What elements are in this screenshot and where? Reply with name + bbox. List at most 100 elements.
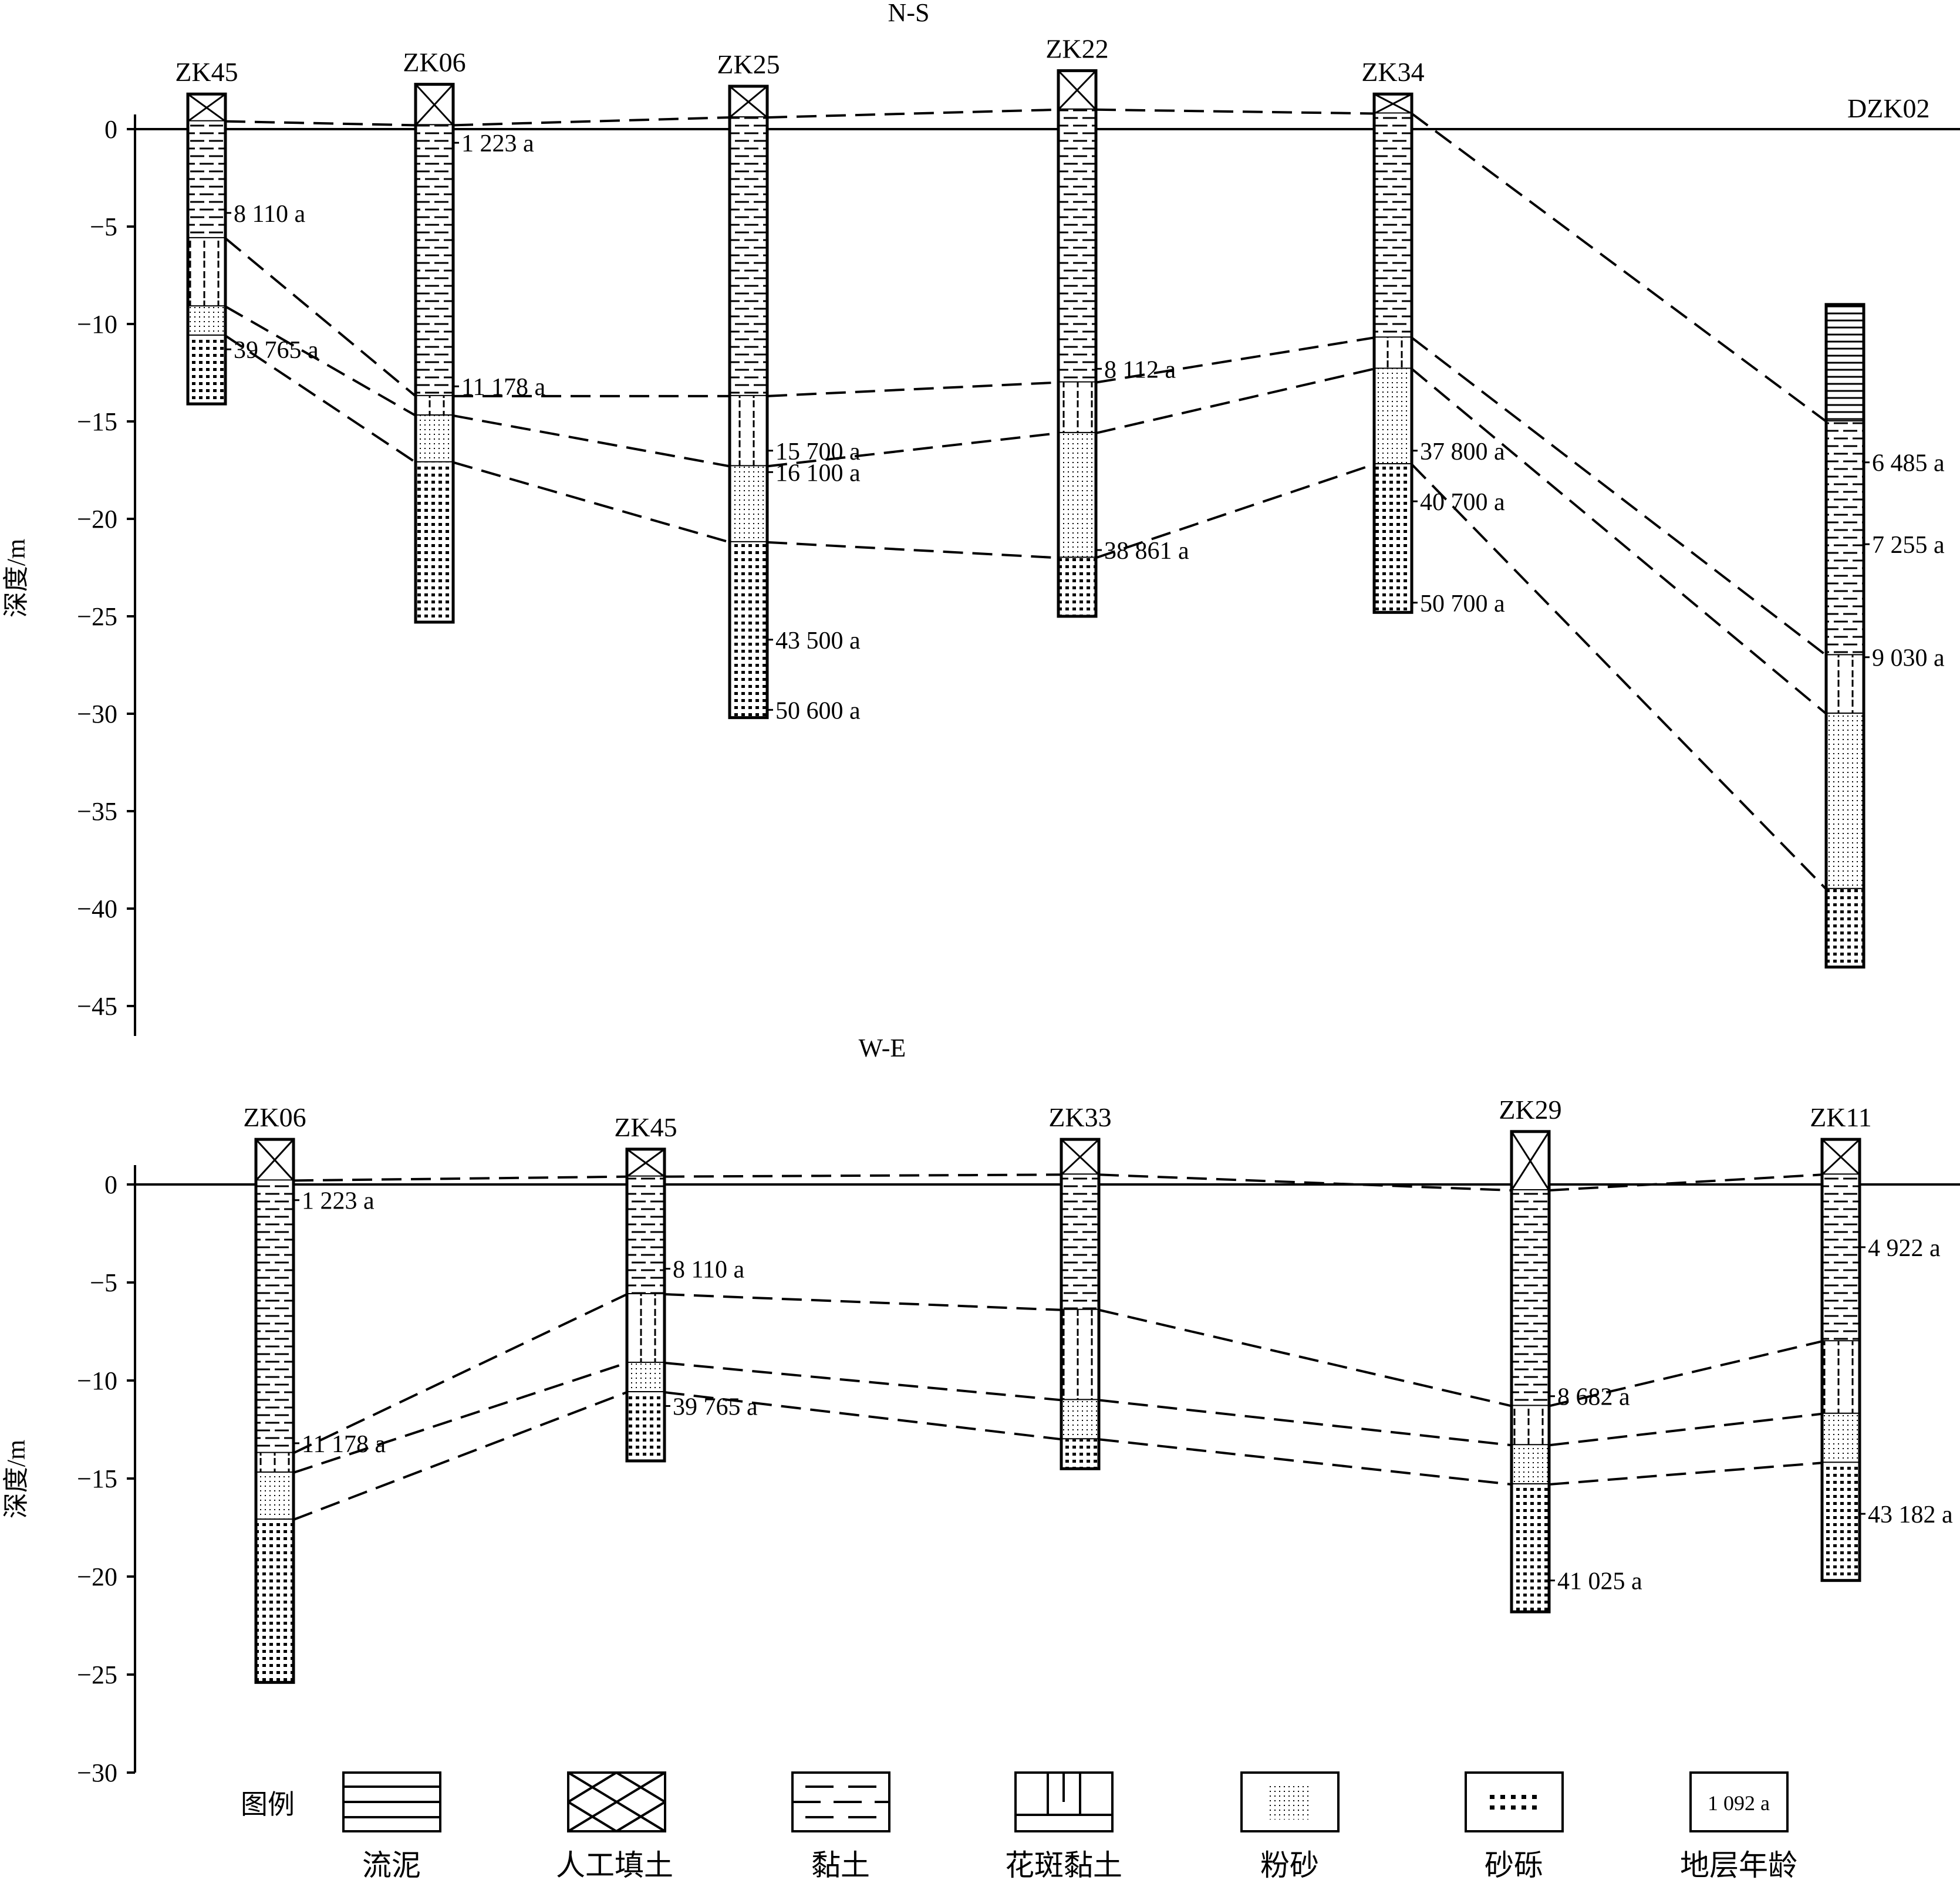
borehole-name-label: ZK06 xyxy=(243,1102,306,1132)
y-tick-label: −10 xyxy=(77,1366,117,1395)
layer-silt xyxy=(1826,714,1864,889)
correlation-line xyxy=(1098,1399,1512,1447)
age-label: 16 100 a xyxy=(775,460,861,487)
age-label: 50 700 a xyxy=(1420,590,1505,617)
ns-y-axis-label: 深度/m xyxy=(2,539,31,617)
borehole-zk22: ZK22 8 112 a 38 861 a xyxy=(1045,33,1189,618)
borehole-outline xyxy=(414,83,455,624)
y-tick-label: −15 xyxy=(77,407,117,436)
legend-label-silt: 粉砂 xyxy=(1260,1849,1319,1880)
correlation-line xyxy=(1095,108,1375,115)
legend-item-clay: 黏土 xyxy=(791,1771,890,1880)
correlation-line xyxy=(1549,1412,1823,1447)
borehole-name-label: ZK45 xyxy=(175,57,238,87)
layer-gravel xyxy=(1822,1463,1860,1581)
legend-label-fill: 人工填土 xyxy=(556,1849,673,1880)
layer-mottled xyxy=(1058,382,1096,433)
borehole-name-label: ZK11 xyxy=(1810,1102,1872,1132)
age-label: 1 223 a xyxy=(302,1188,375,1215)
age-label: 39 765 a xyxy=(234,337,319,364)
fill-hatch xyxy=(414,83,454,126)
layer-silt xyxy=(1374,369,1412,465)
layer-mottled xyxy=(730,396,767,467)
layer-mottled xyxy=(627,1294,664,1363)
fill-hatch xyxy=(1374,93,1412,114)
borehole-outline xyxy=(728,85,769,720)
layer-silt xyxy=(416,416,453,463)
borehole-name-label: ZK34 xyxy=(1361,57,1424,87)
layer-silt xyxy=(256,1472,294,1520)
y-tick-label: −40 xyxy=(77,895,117,923)
layer-gravel xyxy=(416,462,453,622)
borehole-name-label: ZK25 xyxy=(717,49,780,79)
correlation-line xyxy=(1098,1308,1512,1408)
borehole-zk29: ZK29 8 682 a 41 025 a xyxy=(1499,1095,1642,1614)
layer-mottled xyxy=(188,238,225,307)
legend-label-gravel: 砂砾 xyxy=(1485,1849,1543,1880)
correlation-line xyxy=(664,1173,1062,1178)
age-label: 15 700 a xyxy=(775,438,861,465)
correlation-line xyxy=(453,461,730,544)
layer-clay xyxy=(627,1176,664,1295)
borehole-name-label: ZK33 xyxy=(1048,1102,1111,1132)
age-label: 1 223 a xyxy=(461,130,534,157)
layer-gravel xyxy=(256,1520,294,1683)
layer-gravel xyxy=(730,542,767,718)
correlation-line xyxy=(1549,1462,1823,1486)
fill-hatch xyxy=(255,1139,295,1182)
age-label: 4 922 a xyxy=(1868,1235,1941,1262)
layer-clay xyxy=(1058,109,1096,383)
borehole-outline xyxy=(254,1138,295,1684)
we-y-axis-label: 深度/m xyxy=(2,1440,31,1518)
borehole-zk45: ZK45 8 110 a 39 765 a xyxy=(614,1112,758,1463)
layer-silt xyxy=(1061,1400,1099,1440)
correlation-line xyxy=(767,431,1059,468)
correlation-line xyxy=(1095,367,1375,434)
layer-clay xyxy=(416,125,453,396)
age-label: 37 800 a xyxy=(1420,438,1505,465)
correlation-line xyxy=(225,305,416,417)
age-label: 40 700 a xyxy=(1420,489,1505,516)
y-tick-label: −5 xyxy=(90,212,117,241)
y-tick-label: −5 xyxy=(90,1268,117,1297)
y-tick-label: 0 xyxy=(104,115,117,144)
correlation-line xyxy=(664,1391,1062,1441)
borehole-zk45: ZK45 8 110 a 39 765 a xyxy=(175,57,319,406)
layer-gravel xyxy=(1512,1484,1549,1612)
y-tick-label: −25 xyxy=(77,602,117,631)
layer-clay xyxy=(1822,1174,1860,1342)
borehole-zk06: ZK06 1 223 a 11 178 a xyxy=(403,48,545,624)
age-label: 8 110 a xyxy=(234,201,305,228)
age-label: 41 025 a xyxy=(1557,1568,1642,1595)
borehole-outline xyxy=(1510,1130,1551,1614)
fill-hatch xyxy=(1510,1131,1550,1191)
layer-gravel xyxy=(1058,558,1096,616)
layer-clay xyxy=(1374,113,1412,338)
legend-swatch-age xyxy=(1689,1771,1789,1832)
borehole-name-label: ZK22 xyxy=(1045,33,1108,63)
correlation-line xyxy=(1411,463,1827,890)
legend-item-fill: 人工填土 xyxy=(556,1771,673,1880)
correlation-line xyxy=(1095,336,1375,384)
layer-clay xyxy=(1061,1174,1099,1310)
layer-gravel xyxy=(1061,1439,1099,1469)
borehole-name-label: ZK45 xyxy=(614,1112,677,1142)
layer-gravel xyxy=(188,335,225,404)
correlation-line xyxy=(1095,463,1375,559)
borehole-name-label: ZK06 xyxy=(403,48,465,77)
layer-mottled xyxy=(1826,655,1864,714)
legend-item-gravel: 砂砾 xyxy=(1465,1771,1564,1880)
correlation-line xyxy=(1411,367,1827,715)
y-tick-label: −15 xyxy=(77,1464,117,1493)
y-tick-label: −25 xyxy=(77,1660,117,1689)
correlation-line xyxy=(1411,112,1827,423)
legend-item-mud: 流泥 xyxy=(342,1771,441,1880)
layer-mottled xyxy=(1061,1309,1099,1400)
layer-silt xyxy=(1512,1445,1549,1485)
layer-gravel xyxy=(627,1392,664,1461)
layer-clay xyxy=(256,1180,294,1453)
correlation-line xyxy=(293,1175,628,1182)
layer-gravel xyxy=(1374,464,1412,613)
fill-hatch xyxy=(729,85,768,119)
correlation-line xyxy=(224,335,417,464)
